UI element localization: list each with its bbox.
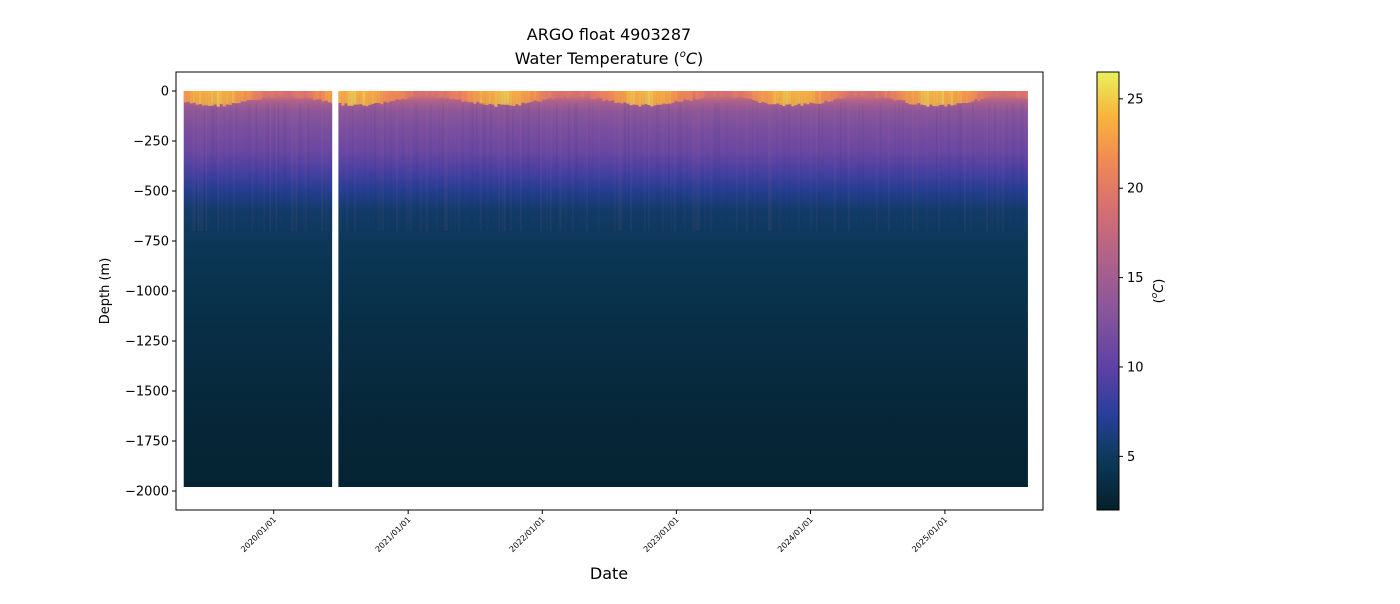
x-tick-label: 2024/01/01: [776, 515, 815, 554]
y-tick-label: −1500: [125, 385, 169, 400]
y-tick-label: 0: [161, 85, 169, 100]
colorbar-axis: 5 10 15 20 25: [1119, 92, 1144, 465]
x-axis: 2020/01/01 2021/01/01 2022/01/01 2023/01/01…: [239, 510, 949, 554]
colorbar-tick-label: 25: [1127, 92, 1144, 107]
y-axis-label: Depth (m): [98, 258, 113, 325]
x-tick-label: 2022/01/01: [508, 515, 547, 554]
y-tick-label: −750: [133, 235, 169, 250]
colorbar: [1096, 71, 1120, 511]
chart-subtitle: Water Temperature (oC): [515, 49, 704, 68]
y-tick-label: −500: [133, 185, 169, 200]
x-tick-label: 2020/01/01: [239, 515, 278, 554]
chart-title: ARGO float 4903287: [527, 25, 691, 44]
x-axis-label: Date: [590, 564, 628, 583]
y-axis: 0 −250 −500 −750 −1000 −1250 −1500 −1750 −2000: [125, 85, 176, 500]
colorbar-tick-label: 20: [1127, 182, 1144, 197]
y-tick-label: −1250: [125, 335, 169, 350]
x-tick-label: 2025/01/01: [910, 515, 949, 554]
y-tick-label: −1000: [125, 285, 169, 300]
profile-streaks: [191, 103, 1024, 231]
data-layer: [183, 91, 1028, 487]
profile-segment-1: [183, 91, 333, 487]
colorbar-tick-label: 10: [1127, 360, 1144, 375]
y-tick-label: −250: [133, 135, 169, 150]
colorbar-tick-label: 15: [1127, 271, 1144, 286]
y-tick-label: −2000: [125, 485, 169, 500]
y-tick-label: −1750: [125, 435, 169, 450]
colorbar-tick-label: 5: [1127, 450, 1135, 465]
x-tick-label: 2021/01/01: [374, 515, 413, 554]
x-tick-label: 2023/01/01: [642, 515, 681, 554]
colorbar-label: (oC): [1150, 279, 1167, 304]
surface-warm-band: [183, 91, 1028, 107]
profile-segment-2: [338, 91, 1028, 487]
